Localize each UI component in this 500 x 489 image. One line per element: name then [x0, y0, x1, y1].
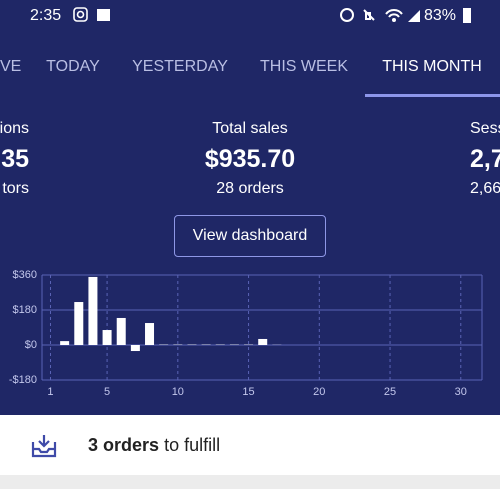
bar: [102, 330, 112, 345]
x-tick-label: 20: [313, 386, 325, 398]
fulfill-text: to fulfill: [164, 435, 221, 455]
stat-sub: 28 orders: [216, 180, 284, 197]
stat-label: Sess: [470, 120, 500, 137]
stat-sub: 2,66: [470, 180, 500, 197]
bar: [116, 317, 126, 345]
stat-value: 2,7: [470, 145, 500, 173]
y-tick-label: $360: [13, 269, 37, 281]
stat-label: ions: [0, 120, 29, 137]
tab[interactable]: YESTERDAY: [132, 58, 228, 75]
tab-underline: [365, 94, 500, 97]
x-tick-label: 1: [47, 386, 53, 398]
battery-text: 83%: [424, 7, 457, 24]
y-tick-label: $0: [25, 339, 37, 351]
stat-label: Total sales: [212, 120, 288, 137]
tab-active[interactable]: THIS MONTH: [382, 58, 482, 75]
tab[interactable]: VE: [0, 58, 22, 75]
bar: [145, 323, 155, 345]
bar: [60, 341, 70, 345]
x-tick-label: 30: [455, 386, 467, 398]
y-tick-label: -$180: [9, 374, 37, 386]
bar: [88, 276, 98, 345]
bar: [74, 302, 84, 345]
stat-value: 35: [1, 145, 29, 173]
bar: [258, 338, 268, 345]
fulfill-count: 3 orders: [88, 435, 160, 455]
tab[interactable]: THIS WEEK: [259, 58, 349, 75]
fulfill-row[interactable]: 3 orders to fulfill: [0, 415, 500, 475]
divider: [0, 475, 500, 489]
tab[interactable]: TODAY: [46, 58, 100, 75]
stat-sub: tors: [2, 180, 29, 197]
inbox-icon: [31, 435, 57, 458]
x-tick-label: 15: [242, 386, 254, 398]
y-tick-label: $180: [13, 304, 37, 316]
stat-value: $935.70: [204, 145, 296, 173]
status-icons-right: [340, 8, 420, 22]
bar: [130, 345, 140, 352]
x-tick-label: 10: [172, 386, 184, 398]
x-tick-label: 5: [104, 386, 110, 398]
status-icons: [73, 7, 110, 22]
time: 2:35: [30, 7, 62, 24]
view-dashboard-button[interactable]: View dashboard: [174, 215, 326, 257]
x-tick-label: 25: [384, 386, 396, 398]
battery-icon: [463, 8, 471, 23]
